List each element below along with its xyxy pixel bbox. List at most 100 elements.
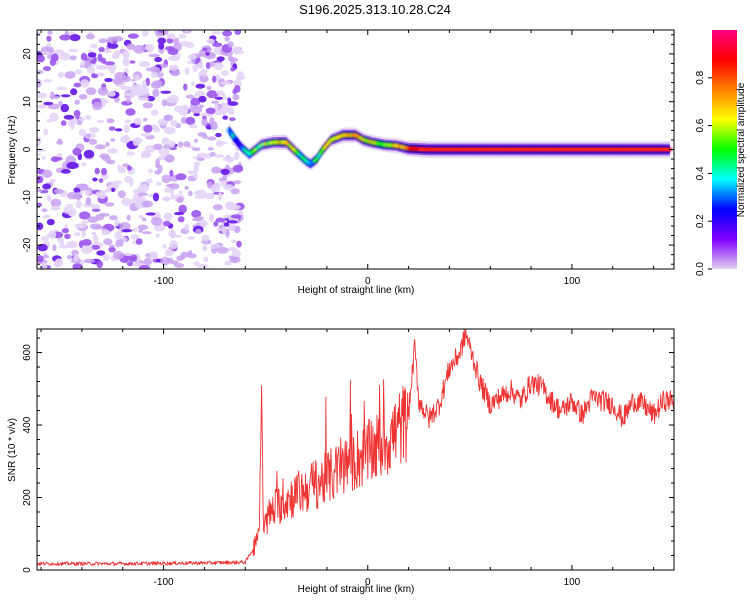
noise-blob [70,88,78,96]
noise-blob [192,147,201,151]
snr-x-label: Height of straight line (km) [298,584,415,595]
noise-blob [130,198,136,203]
noise-blob [42,214,51,219]
noise-blob [167,48,179,55]
noise-blob [46,194,52,202]
noise-blob [138,215,144,219]
noise-blob [141,200,153,208]
noise-blob [63,114,75,120]
noise-blob [81,220,89,224]
noise-blob [52,244,57,252]
noise-blob [161,99,167,107]
colorbar: 0.0 0.2 0.4 0.6 0.8 Normalized spectral ampl… [695,30,747,276]
noise-blob [96,250,106,256]
noise-blob [209,213,214,222]
noise-blob [220,168,230,175]
noise-blob [195,83,206,89]
noise-blob [151,109,159,116]
noise-blob [184,30,189,33]
noise-blob [61,228,69,234]
noise-blob [162,30,169,35]
noise-blob [104,61,115,66]
noise-blob [188,124,198,129]
noise-blob [37,31,41,37]
noise-blob [50,205,61,211]
noise-blob [43,66,51,72]
noise-blob [100,97,106,102]
noise-blob [107,91,116,97]
noise-blob [37,222,44,231]
noise-blob [109,244,115,248]
noise-blob [163,212,173,221]
noise-blob [103,238,113,245]
noise-blob [192,63,198,73]
noise-blob [214,103,219,112]
noise-blob [229,106,234,114]
noise-blob [201,134,208,140]
noise-blob [169,240,178,250]
snr-y-tick-label: 0 [22,567,33,573]
noise-blob [184,185,189,190]
noise-blob [141,30,149,37]
noise-blob [50,198,62,208]
noise-blob [178,190,183,195]
noise-blob [53,188,64,194]
spectrogram-y-label: Frequency (Hz) [7,116,18,185]
noise-blob [86,65,95,74]
noise-blob [201,234,210,242]
noise-blob [49,112,59,122]
noise-blob [222,115,228,120]
noise-blob [144,44,155,52]
noise-blob [232,94,240,101]
noise-blob [215,90,224,95]
noise-blob [37,78,42,88]
noise-blob [187,170,198,175]
noise-blob [230,66,236,72]
noise-blob [215,217,226,223]
noise-blob [206,85,212,91]
noise-blob [78,128,86,137]
spectrogram-y-tick-label: 0 [22,146,33,152]
colorbar-tick-label: 0.0 [695,262,706,276]
noise-blob [98,213,110,217]
noise-blob [101,229,110,235]
noise-blob [103,49,112,54]
noise-blob [202,47,208,52]
noise-blob [137,224,149,231]
noise-blob [111,36,124,42]
noise-blob [138,265,151,269]
noise-blob [156,181,162,186]
noise-blob [37,255,44,263]
noise-blob [92,177,98,182]
noise-blob [198,95,207,103]
noise-blob [60,103,70,113]
noise-blob [66,161,78,170]
noise-blob [158,42,165,50]
noise-blob [101,167,107,176]
noise-blob [188,190,193,197]
noise-blob [56,152,63,159]
noise-blob [206,38,215,44]
noise-blob [188,54,197,60]
noise-blob [67,254,72,260]
noise-blob [41,156,46,160]
noise-blob [60,94,71,98]
noise-blob [106,118,115,124]
noise-blob [232,164,244,173]
spectrogram-x-tick-label: 0 [365,276,371,287]
noise-blob [158,30,164,33]
noise-blob [108,246,116,253]
noise-blob [213,62,224,71]
noise-blob [169,260,179,265]
noise-blob [153,143,163,150]
noise-blob [194,190,202,196]
noise-blob [212,42,223,47]
noise-blob [211,31,222,35]
noise-blob [154,213,161,218]
colorbar-tick-label: 0.4 [695,166,706,180]
noise-blob [215,132,222,138]
noise-blob [160,256,171,266]
noise-blob [74,232,81,237]
noise-blob [232,46,242,55]
